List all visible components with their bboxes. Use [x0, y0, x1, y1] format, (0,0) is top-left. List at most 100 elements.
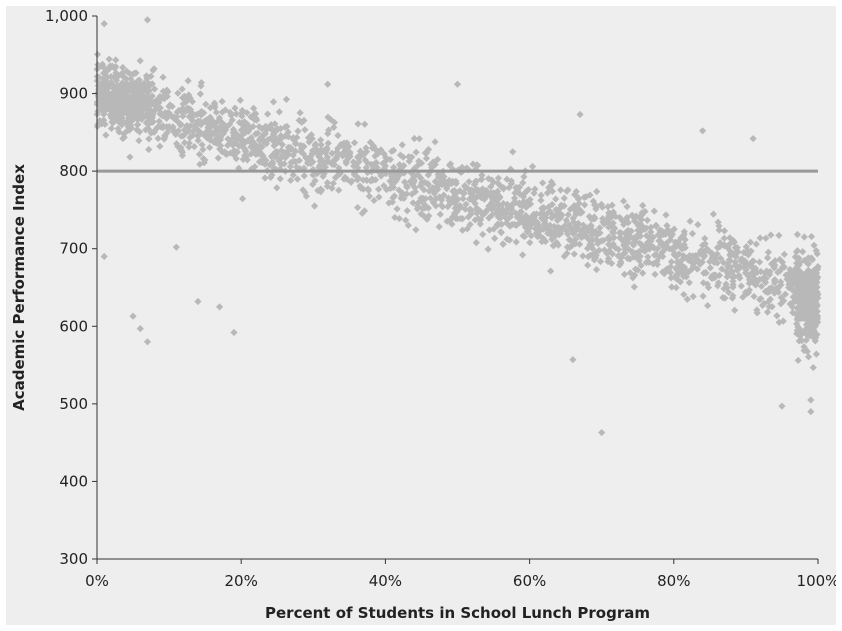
data-point [477, 194, 485, 202]
data-point [570, 205, 578, 214]
data-point [809, 320, 817, 328]
data-point [103, 84, 111, 92]
data-point [212, 108, 221, 116]
data-point [518, 217, 526, 226]
data-point [574, 219, 582, 228]
data-point [503, 215, 511, 224]
data-point [775, 318, 783, 326]
data-point [718, 265, 726, 273]
data-point [156, 110, 164, 118]
data-point [301, 126, 309, 134]
data-point [807, 254, 815, 262]
data-point [200, 117, 208, 126]
data-point [451, 209, 459, 217]
data-point [403, 190, 411, 198]
data-point [443, 184, 451, 193]
data-point [119, 72, 127, 80]
data-point [766, 295, 774, 303]
data-point [212, 131, 220, 139]
data-point [586, 191, 594, 199]
data-point [185, 143, 193, 151]
data-point [335, 186, 343, 194]
data-point [365, 192, 373, 200]
data-point [143, 91, 151, 100]
data-point [762, 274, 770, 283]
data-point [210, 99, 219, 107]
data-point [531, 185, 539, 193]
data-point [624, 219, 632, 227]
data-point [485, 214, 493, 222]
data-point [515, 199, 523, 207]
x-tick-label: 40% [369, 572, 402, 590]
data-point [773, 312, 781, 320]
data-point [547, 178, 556, 186]
data-point [304, 134, 313, 142]
data-point [236, 96, 244, 104]
data-point [795, 254, 803, 262]
data-point [136, 91, 144, 99]
data-point [314, 186, 322, 195]
data-point [93, 50, 102, 59]
data-point [143, 16, 152, 24]
data-point [677, 261, 685, 269]
data-point [403, 183, 411, 191]
data-point [557, 186, 565, 194]
data-point [145, 83, 153, 91]
data-point [159, 122, 167, 130]
data-point [741, 269, 750, 277]
data-point [118, 83, 127, 91]
data-point [508, 205, 516, 214]
data-point [542, 214, 550, 222]
data-point [127, 75, 135, 83]
data-point [600, 220, 608, 228]
data-point [808, 284, 817, 292]
data-point [814, 294, 822, 302]
data-point [186, 133, 194, 142]
data-point [804, 353, 813, 361]
data-point [800, 343, 808, 351]
data-point [355, 158, 363, 166]
data-point [639, 269, 647, 277]
data-point [133, 121, 142, 129]
data-point [321, 163, 329, 171]
data-point [491, 196, 500, 204]
data-point [584, 261, 592, 269]
data-point [556, 225, 565, 233]
data-point [421, 194, 430, 203]
data-point [108, 80, 116, 88]
data-point [281, 123, 289, 131]
data-point [650, 207, 658, 215]
data-point [646, 242, 655, 251]
data-point [478, 171, 486, 179]
data-point [670, 225, 678, 233]
data-point [361, 120, 369, 128]
data-point [415, 135, 423, 143]
data-point [242, 152, 250, 161]
data-point [522, 187, 531, 195]
data-point [763, 254, 772, 262]
data-point [494, 187, 502, 195]
data-point [370, 160, 378, 168]
data-point [390, 192, 399, 200]
data-point [548, 187, 556, 195]
data-point [161, 113, 170, 121]
data-point [277, 161, 285, 169]
data-point [417, 159, 426, 167]
data-point [810, 278, 818, 286]
data-point [511, 189, 519, 197]
data-point [588, 244, 597, 253]
data-point [552, 205, 560, 214]
data-point [99, 75, 107, 83]
data-point [688, 230, 697, 238]
data-point [317, 141, 325, 149]
data-point [270, 142, 278, 150]
data-point [539, 204, 548, 212]
data-point [340, 175, 348, 183]
data-point [715, 226, 723, 234]
data-point [410, 164, 419, 173]
data-point [363, 147, 371, 156]
data-point [509, 148, 517, 156]
data-point [106, 62, 114, 70]
data-point [734, 247, 742, 256]
data-point [309, 165, 317, 174]
